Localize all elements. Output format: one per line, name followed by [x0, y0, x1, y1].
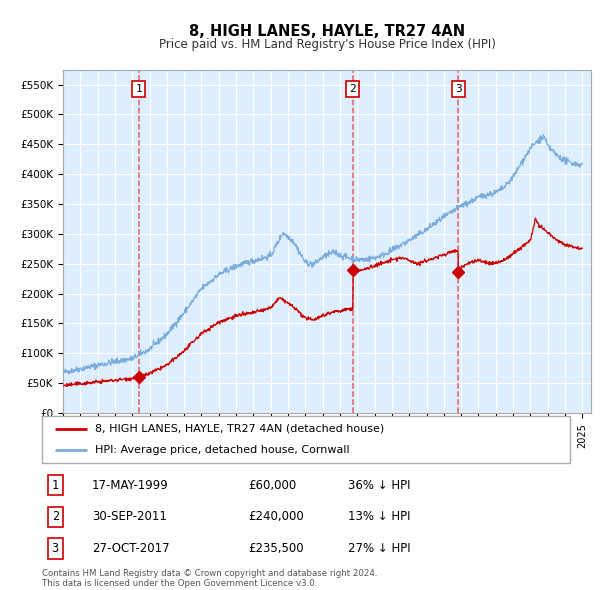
Text: HPI: Average price, detached house, Cornwall: HPI: Average price, detached house, Corn…	[95, 445, 349, 455]
Text: 8, HIGH LANES, HAYLE, TR27 4AN (detached house): 8, HIGH LANES, HAYLE, TR27 4AN (detached…	[95, 424, 384, 434]
Text: 2: 2	[52, 510, 59, 523]
Text: 30-SEP-2011: 30-SEP-2011	[92, 510, 167, 523]
Text: 17-MAY-1999: 17-MAY-1999	[92, 478, 169, 491]
Text: 13% ↓ HPI: 13% ↓ HPI	[348, 510, 411, 523]
Text: £60,000: £60,000	[248, 478, 296, 491]
Text: £240,000: £240,000	[248, 510, 304, 523]
Text: 1: 1	[52, 478, 59, 491]
Text: 27-OCT-2017: 27-OCT-2017	[92, 542, 170, 555]
Text: £235,500: £235,500	[248, 542, 304, 555]
Text: Contains HM Land Registry data © Crown copyright and database right 2024.: Contains HM Land Registry data © Crown c…	[42, 569, 377, 578]
Text: 3: 3	[52, 542, 59, 555]
Text: 27% ↓ HPI: 27% ↓ HPI	[348, 542, 411, 555]
FancyBboxPatch shape	[42, 416, 570, 463]
Text: 3: 3	[455, 84, 461, 94]
Text: 8, HIGH LANES, HAYLE, TR27 4AN: 8, HIGH LANES, HAYLE, TR27 4AN	[189, 24, 465, 38]
Text: 2: 2	[350, 84, 356, 94]
Text: Price paid vs. HM Land Registry's House Price Index (HPI): Price paid vs. HM Land Registry's House …	[158, 38, 496, 51]
Text: This data is licensed under the Open Government Licence v3.0.: This data is licensed under the Open Gov…	[42, 579, 317, 588]
Text: 1: 1	[135, 84, 142, 94]
Text: 36% ↓ HPI: 36% ↓ HPI	[348, 478, 411, 491]
